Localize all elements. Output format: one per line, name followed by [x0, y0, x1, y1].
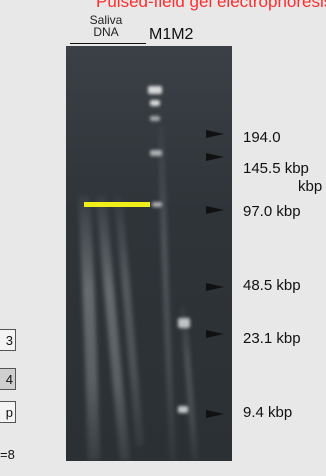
marker-label: kbp [298, 178, 323, 195]
marker-label: 97.0 kbp [243, 203, 301, 220]
side-table-cell: 3 [0, 329, 16, 351]
marker-label: 9.4 kbp [243, 404, 293, 421]
marker-arrow-icon [206, 130, 224, 138]
lane-underline [70, 43, 146, 44]
marker-arrow-icon [206, 283, 224, 291]
marker-band [178, 406, 188, 413]
figure-title: Pulsed-field gel electrophoresis [96, 0, 326, 11]
marker-arrow-icon [206, 153, 224, 161]
marker-arrow-icon [206, 410, 224, 418]
highlight-band-marker [84, 202, 150, 207]
marker-band [150, 150, 162, 156]
side-table-cell: 4 [0, 368, 16, 390]
marker-band [150, 100, 160, 106]
marker-label: 48.5 kbp [243, 277, 301, 294]
lane-label-saliva-dna: Saliva DNA [89, 13, 123, 39]
side-table-footer: =8 [0, 447, 15, 462]
side-table-cell: p [0, 401, 16, 423]
marker-arrow-icon [206, 206, 224, 214]
marker-label: 23.1 kbp [243, 330, 301, 347]
sample-smear [78, 126, 198, 461]
marker-label: 194.0 [243, 129, 281, 146]
gel-image [66, 46, 232, 461]
marker-arrow-icon [206, 330, 224, 338]
marker-band [178, 318, 190, 328]
marker-band [150, 116, 160, 121]
marker-label: 145.5 kbp [243, 160, 309, 177]
marker-band [148, 86, 162, 94]
marker-band [152, 202, 162, 207]
marker-lane-labels: M1M2 [149, 26, 194, 43]
